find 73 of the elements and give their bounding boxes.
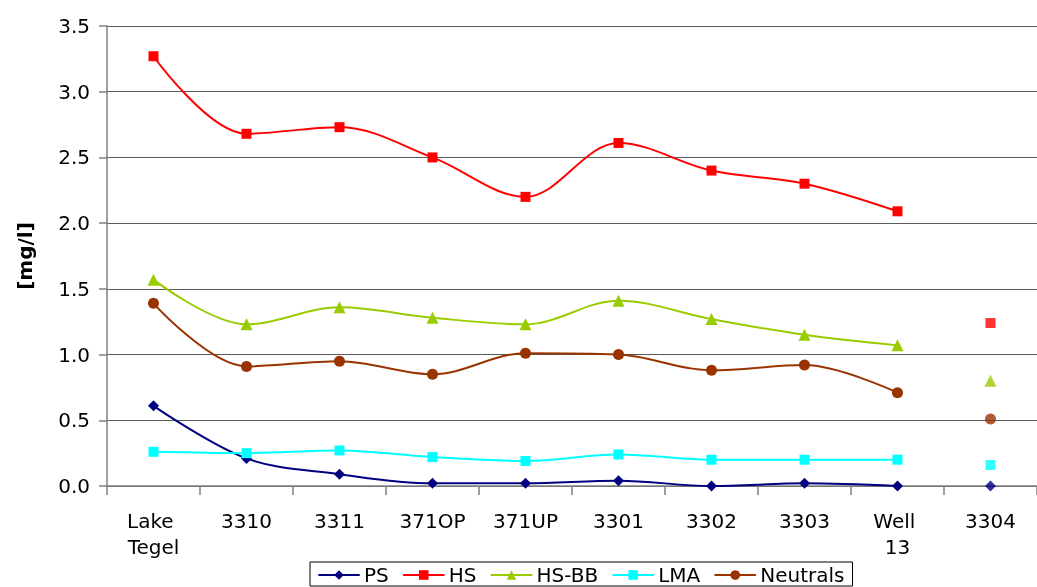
y-tick-label: 2.0 bbox=[58, 211, 90, 236]
x-tick-label: 3304 bbox=[965, 509, 1016, 533]
point bbox=[985, 318, 996, 329]
point bbox=[613, 137, 624, 148]
legend-label: LMA bbox=[658, 563, 701, 587]
y-tick-label: 0.5 bbox=[58, 408, 90, 433]
point bbox=[706, 165, 717, 176]
point bbox=[148, 297, 159, 309]
point bbox=[427, 368, 438, 380]
x-tick-label: 371OP bbox=[399, 509, 466, 533]
point bbox=[613, 349, 624, 361]
point bbox=[985, 413, 996, 425]
x-tick-label: 3310 bbox=[221, 509, 272, 533]
point bbox=[984, 374, 997, 387]
point bbox=[519, 318, 532, 331]
point bbox=[706, 364, 717, 376]
point bbox=[241, 360, 252, 372]
legend-label: PS bbox=[364, 563, 389, 587]
point bbox=[148, 446, 159, 457]
point bbox=[892, 454, 903, 465]
y-tick-label: 1.5 bbox=[58, 276, 90, 301]
point bbox=[613, 449, 624, 460]
x-tick-label: 3301 bbox=[593, 509, 644, 533]
point bbox=[613, 475, 624, 487]
point bbox=[148, 400, 159, 412]
point bbox=[240, 318, 253, 331]
x-tick-label: 3302 bbox=[686, 509, 737, 533]
legend-label: HS bbox=[448, 563, 477, 587]
point bbox=[520, 347, 531, 359]
point bbox=[334, 122, 345, 133]
x-tick-label: Well 13 bbox=[873, 509, 922, 559]
point bbox=[427, 152, 438, 163]
point bbox=[799, 178, 810, 189]
x-tick-label: 371UP bbox=[493, 509, 558, 533]
point bbox=[241, 128, 252, 139]
point bbox=[985, 459, 996, 470]
point bbox=[705, 313, 718, 326]
point bbox=[520, 477, 531, 489]
point bbox=[520, 456, 531, 467]
point bbox=[612, 294, 625, 307]
point bbox=[798, 328, 811, 341]
x-tick-label: Lake Tegel bbox=[126, 509, 180, 559]
point bbox=[148, 51, 159, 62]
y-axis-title: [mg/l] bbox=[13, 222, 37, 290]
point bbox=[334, 468, 345, 480]
point bbox=[706, 454, 717, 465]
point bbox=[799, 477, 810, 489]
point bbox=[892, 387, 903, 399]
y-tick-label: 3.0 bbox=[58, 79, 90, 104]
point bbox=[985, 480, 996, 492]
y-tick-label: 0.0 bbox=[58, 474, 90, 498]
point bbox=[333, 301, 346, 314]
y-tick-label: 3.5 bbox=[58, 14, 90, 38]
x-tick-label: 3303 bbox=[779, 509, 830, 533]
point bbox=[147, 273, 160, 286]
point bbox=[427, 477, 438, 489]
point bbox=[426, 311, 439, 324]
y-tick-label: 2.5 bbox=[58, 145, 90, 170]
point bbox=[334, 355, 345, 367]
y-tick-label: 1.0 bbox=[58, 342, 90, 367]
point bbox=[520, 191, 531, 202]
point bbox=[892, 206, 903, 217]
point bbox=[799, 454, 810, 465]
legend-label: HS-BB bbox=[536, 563, 599, 587]
point bbox=[891, 339, 904, 352]
point bbox=[427, 452, 438, 463]
point bbox=[334, 445, 345, 456]
x-tick-label: 3311 bbox=[314, 509, 365, 533]
point bbox=[892, 480, 903, 492]
point bbox=[799, 359, 810, 371]
legend-label: Neutrals bbox=[760, 563, 845, 587]
point bbox=[706, 480, 717, 492]
point bbox=[241, 448, 252, 459]
